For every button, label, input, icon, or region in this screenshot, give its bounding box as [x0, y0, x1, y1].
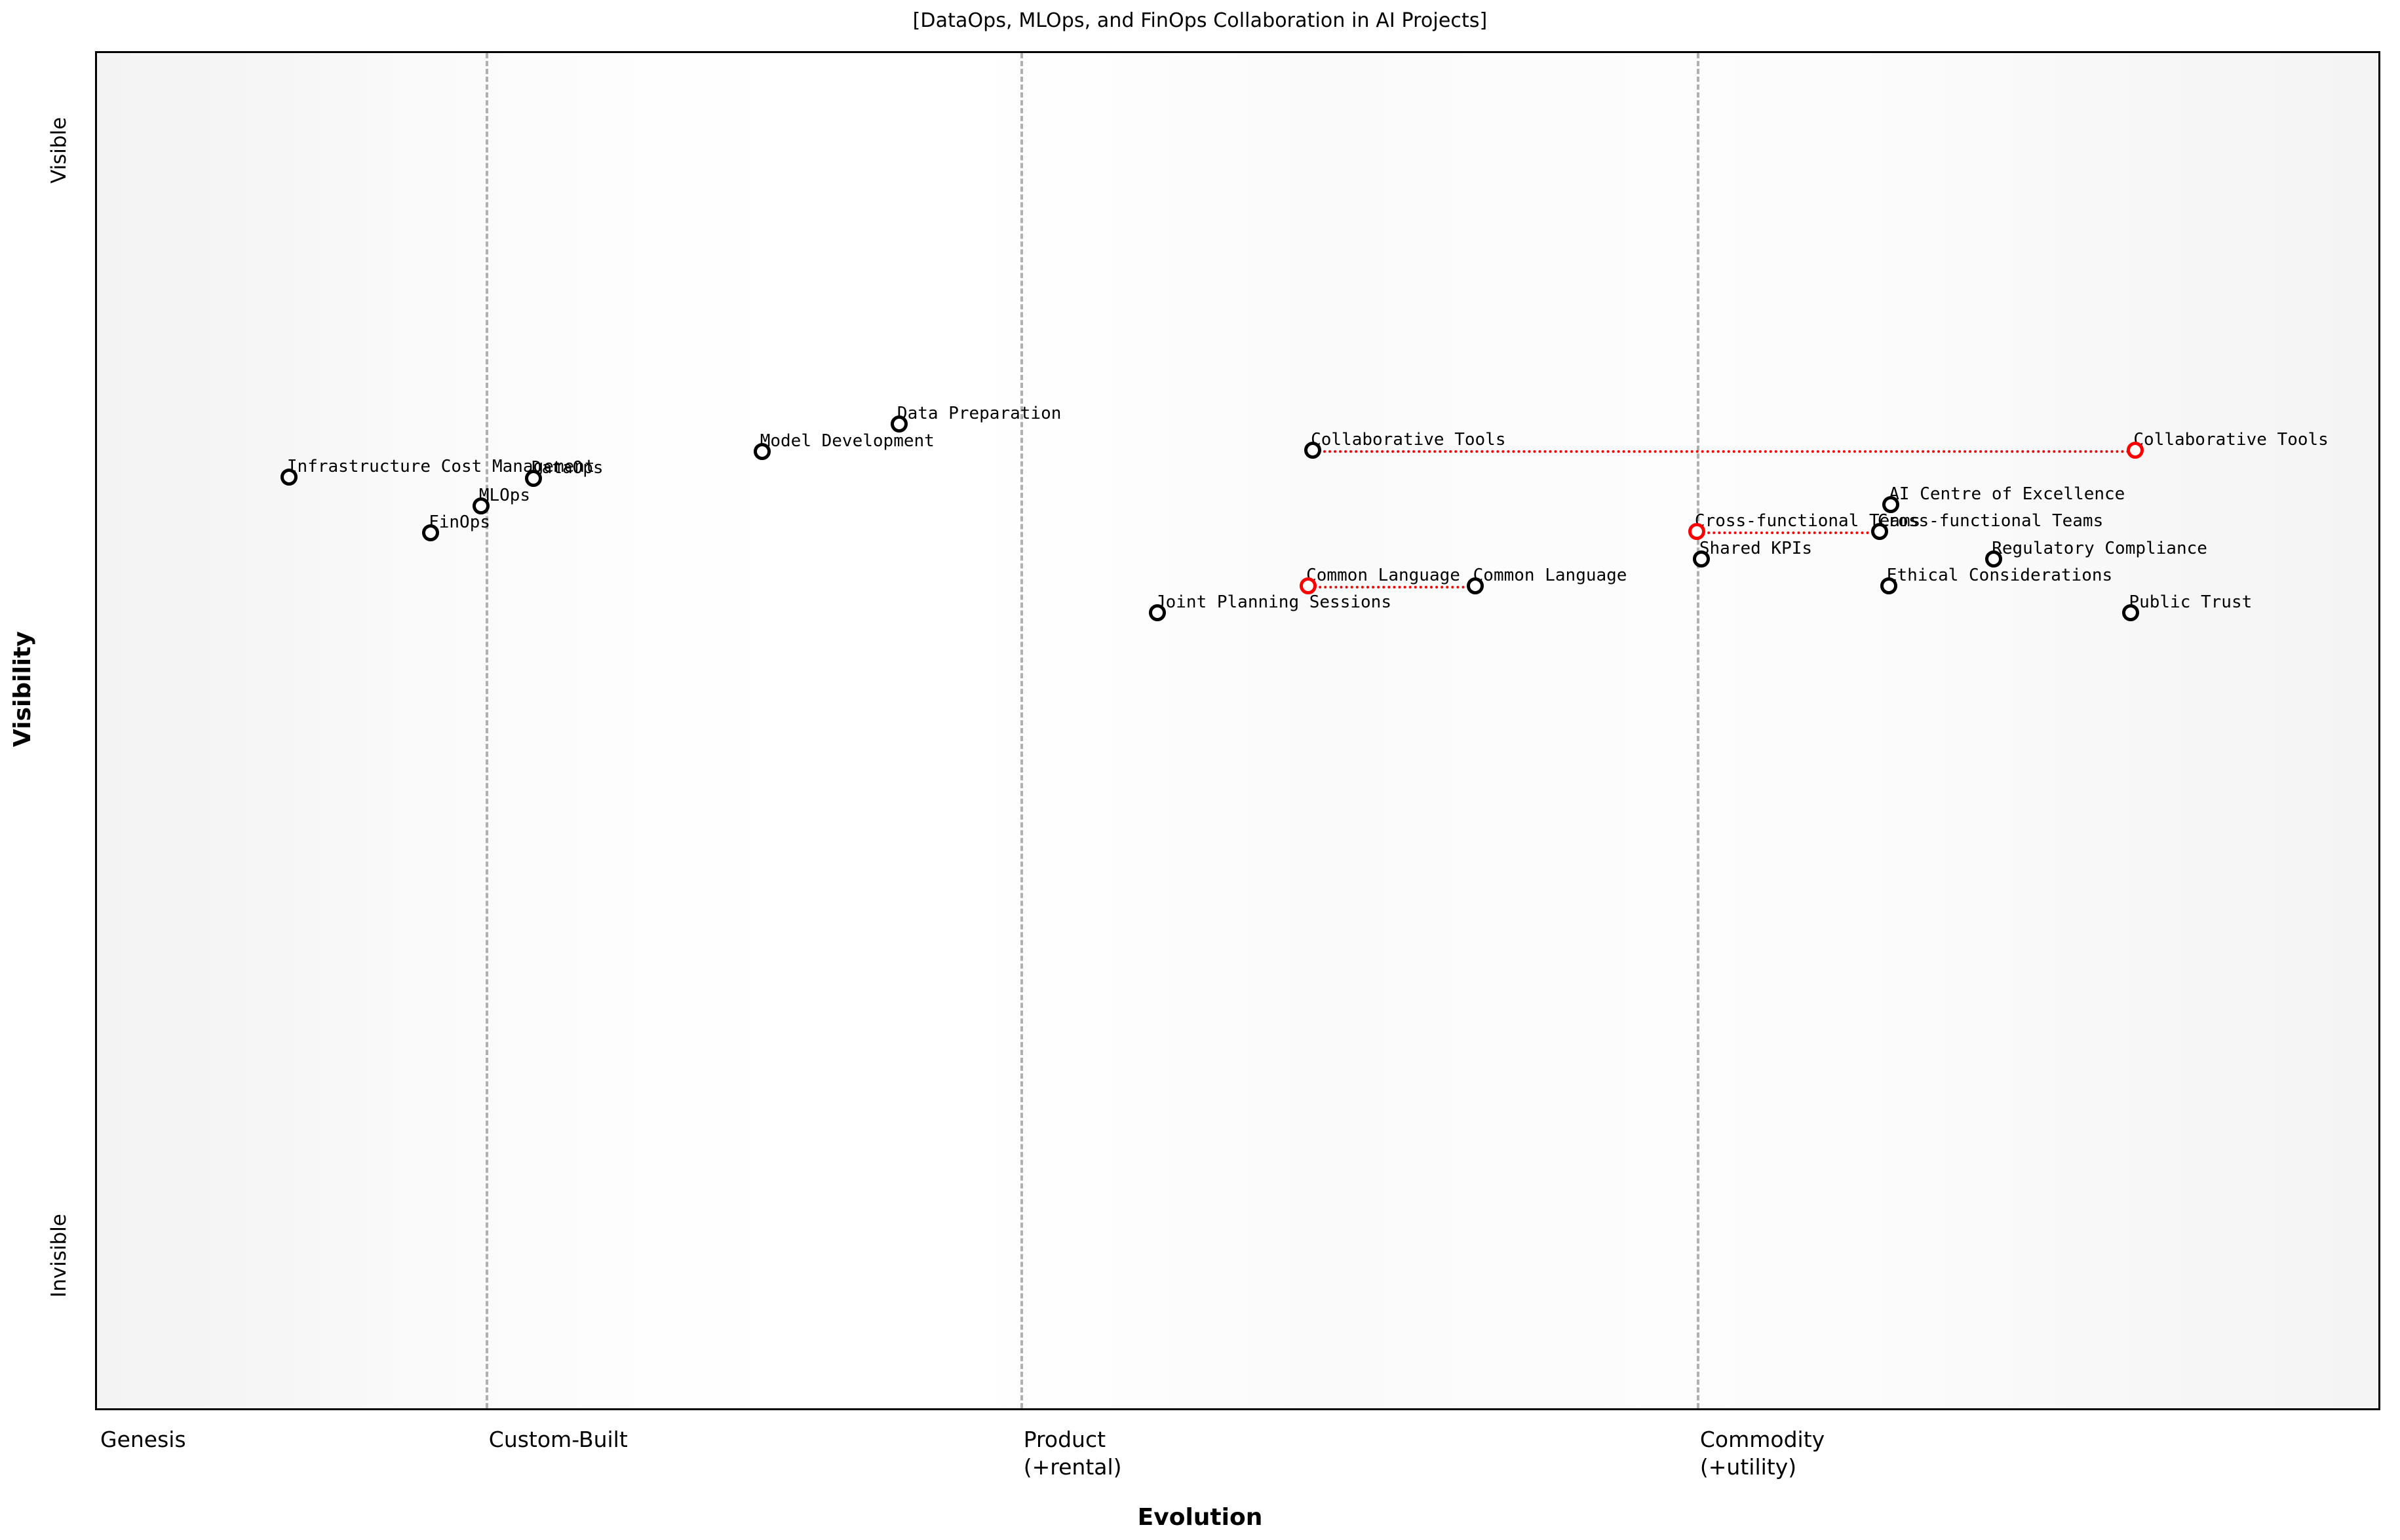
map-node[interactable] — [422, 524, 440, 542]
map-node[interactable] — [1870, 523, 1888, 541]
map-node[interactable] — [1882, 495, 1900, 513]
map-node[interactable] — [1304, 441, 1322, 459]
map-node[interactable] — [1300, 577, 1317, 594]
evolution-link — [1313, 450, 2136, 453]
map-node-label: Infrastructure Cost Management — [286, 457, 595, 477]
x-axis-tick-1: Custom-Built — [488, 1427, 628, 1452]
x-axis-tick-3: Commodity (+utility) — [1699, 1427, 1825, 1480]
gridline-1 — [485, 53, 488, 1408]
map-node[interactable] — [525, 470, 543, 488]
map-node[interactable] — [1466, 577, 1484, 594]
x-axis-tick-2: Product (+rental) — [1023, 1427, 1122, 1480]
map-node-label: Joint Planning Sessions — [1155, 592, 1391, 613]
map-node-label: DataOps — [532, 458, 604, 478]
gridline-2 — [1020, 53, 1023, 1408]
map-node-label: Model Development — [760, 431, 935, 451]
y-axis-tick-invisible: Invisible — [47, 1214, 71, 1298]
map-node-label: Collaborative Tools — [1311, 429, 1506, 450]
map-node[interactable] — [2122, 604, 2140, 622]
map-node-label: Cross-functional Teams — [1877, 511, 2104, 531]
map-node[interactable] — [1688, 523, 1705, 541]
map-node-label: Common Language — [1473, 566, 1627, 585]
map-node-label: Common Language — [1306, 566, 1460, 585]
map-node[interactable] — [1985, 550, 2003, 568]
map-node[interactable] — [1692, 550, 1710, 568]
map-node-label: FinOps — [429, 512, 491, 533]
map-node[interactable] — [890, 415, 908, 433]
map-node[interactable] — [1880, 577, 1897, 594]
map-node-label: Regulatory Compliance — [1992, 538, 2207, 558]
map-node[interactable] — [753, 442, 771, 460]
wardley-map-plot: Data Preparation Model Development Infrast… — [95, 51, 2380, 1410]
y-axis-label: Visibility — [9, 631, 36, 747]
map-node-label: Collaborative Tools — [2133, 429, 2329, 450]
gridline-3 — [1696, 53, 1699, 1408]
map-node[interactable] — [1148, 604, 1166, 622]
map-node-label: Data Preparation — [897, 404, 1062, 424]
map-node-label: AI Centre of Excellence — [1889, 484, 2125, 504]
y-axis-tick-visible: Visible — [47, 117, 71, 183]
map-node[interactable] — [2127, 441, 2144, 459]
x-axis-tick-0: Genesis — [100, 1427, 186, 1452]
map-node[interactable] — [472, 497, 490, 514]
map-node[interactable] — [280, 469, 298, 486]
chart-title: [DataOps, MLOps, and FinOps Collaboratio… — [912, 9, 1488, 32]
map-node-label: Ethical Considerations — [1886, 566, 2113, 585]
x-axis-label: Evolution — [1137, 1504, 1263, 1531]
evolution-link — [1696, 531, 1880, 535]
map-node-label: Shared KPIs — [1699, 538, 1813, 558]
map-node-label: Public Trust — [2129, 592, 2253, 613]
evolution-link — [1308, 586, 1475, 588]
